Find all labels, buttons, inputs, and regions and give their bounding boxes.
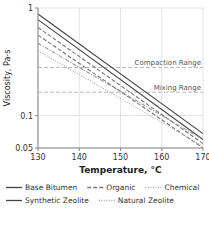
grid-line (79, 8, 80, 148)
legend-label: Organic (106, 183, 135, 192)
x-tick-label: 160 (154, 153, 169, 162)
series-line (38, 20, 203, 140)
grid-line (38, 8, 39, 148)
y-tick (35, 148, 38, 149)
legend-swatch (6, 187, 22, 188)
legend-item: Synthetic Zeolite (6, 196, 89, 205)
annotation: Mixing Range (154, 84, 201, 92)
series-line (38, 35, 203, 148)
x-tick (79, 148, 80, 151)
y-tick-label: 0.1 (20, 112, 33, 121)
x-tick-label: 170 (195, 153, 209, 162)
plot-area (38, 14, 203, 148)
y-tick-label: 1 (28, 4, 33, 13)
y-tick-label: 0.05 (15, 144, 33, 153)
grid-line (120, 8, 121, 148)
legend-label: Synthetic Zeolite (25, 196, 89, 205)
y-tick (35, 115, 38, 116)
x-tick (203, 148, 204, 151)
legend-swatch (6, 200, 22, 201)
y-tick (35, 8, 38, 9)
legend-swatch (99, 200, 115, 201)
x-tick (161, 148, 162, 151)
legend-item: Natural Zeolite (99, 196, 174, 205)
series-line (38, 27, 203, 143)
annotation: Compaction Range (135, 59, 201, 67)
x-tick-label: 140 (72, 153, 87, 162)
grid-line (161, 8, 162, 148)
series-line (38, 14, 203, 134)
legend-swatch (87, 187, 103, 188)
legend-label: Chemical (164, 183, 199, 192)
x-tick (120, 148, 121, 151)
y-axis-label: Viscosity, Pa-s (3, 50, 12, 107)
legend-item: Base Bitumen (6, 183, 77, 192)
grid-line (203, 8, 204, 148)
legend-label: Base Bitumen (25, 183, 77, 192)
legend-item: Chemical (145, 183, 199, 192)
legend-swatch (145, 187, 161, 188)
grid (38, 8, 203, 148)
x-axis-label: Temperature, °C (79, 165, 162, 175)
legend-item: Organic (87, 183, 135, 192)
legend: Base Bitumen Organic Chemical Synthetic Zeo… (6, 183, 199, 205)
series-line (38, 43, 203, 139)
x-tick-label: 150 (113, 153, 128, 162)
x-tick-label: 130 (30, 153, 45, 162)
chart: Compaction Range Mixing Range 130 140 150 160… (0, 0, 209, 241)
legend-label: Natural Zeolite (118, 196, 174, 205)
series-line (38, 51, 203, 146)
y-axis (38, 8, 39, 148)
